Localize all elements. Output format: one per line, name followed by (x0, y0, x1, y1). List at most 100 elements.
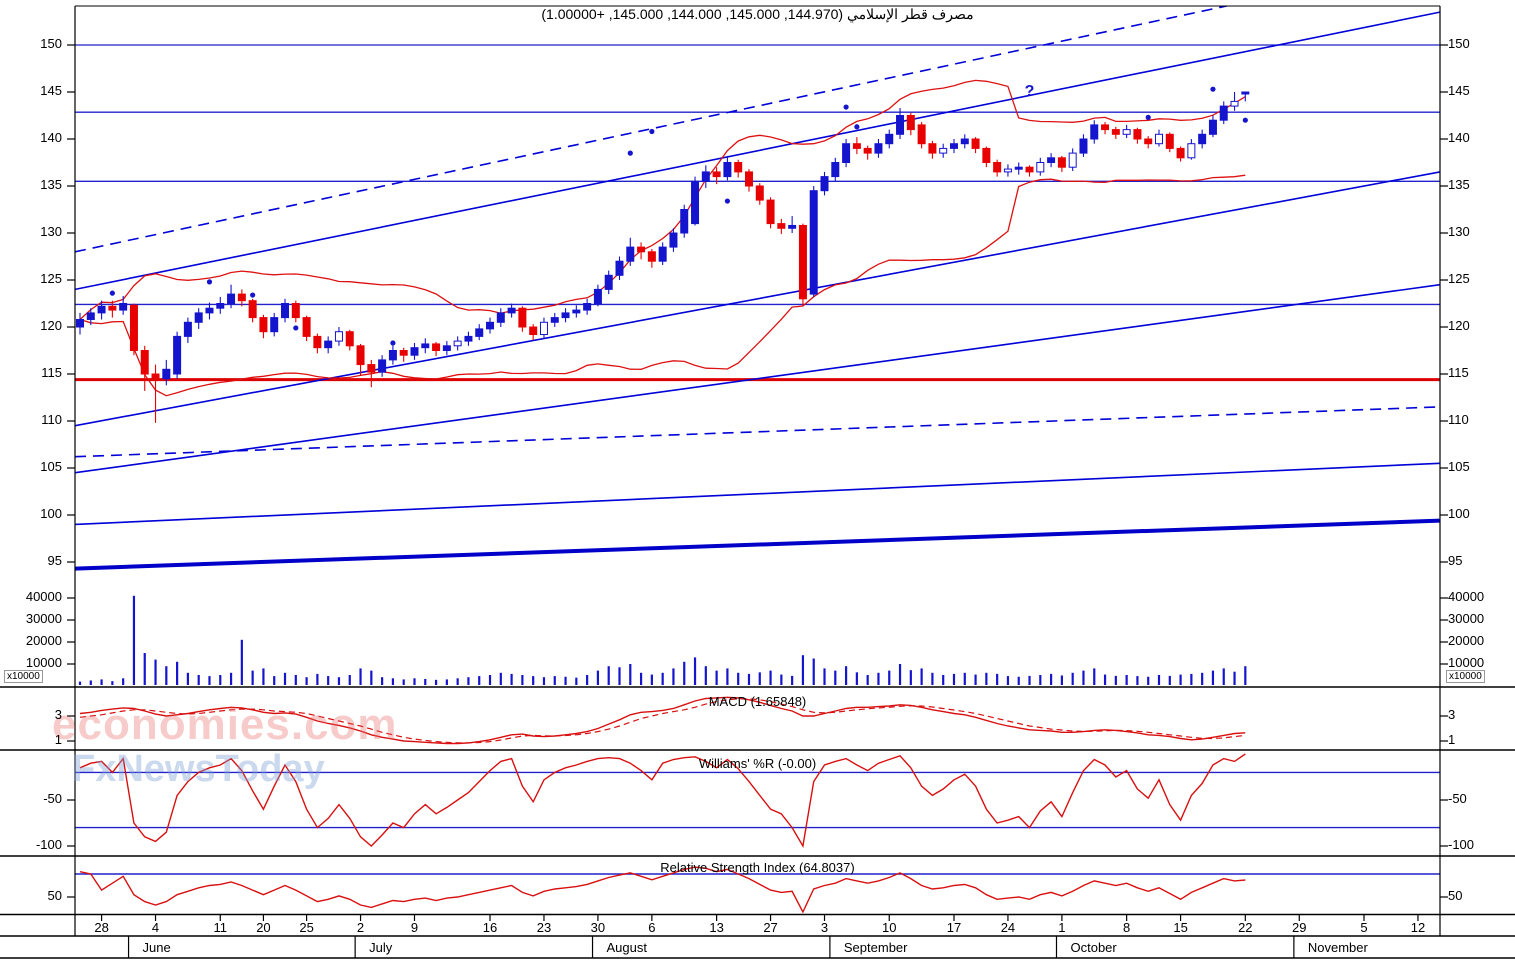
candle-body (475, 328, 484, 337)
volume-bar (888, 670, 891, 685)
volume-bar (305, 677, 308, 685)
volume-bar (844, 666, 848, 685)
date-tick-label: 1 (1058, 920, 1066, 935)
volume-bar (758, 672, 761, 685)
volume-bar (693, 657, 697, 685)
volume-bar (186, 672, 189, 685)
volume-bar (456, 678, 459, 685)
volume-bar (1190, 673, 1193, 685)
volume-bar (370, 670, 373, 685)
volume-bar (1039, 675, 1042, 685)
candle-body (1036, 162, 1045, 173)
signal-dot (724, 198, 731, 204)
date-tick-label: 13 (709, 920, 724, 935)
volume-bar (89, 680, 92, 685)
volume-bar (898, 664, 902, 685)
signal-dot (627, 150, 633, 156)
candle-body (572, 309, 581, 314)
candle-body (744, 171, 753, 187)
candle-body (1219, 105, 1228, 121)
volume-bar (499, 672, 502, 685)
macd-panel (79, 696, 1246, 745)
volume-bar (801, 655, 805, 685)
date-tick-label: 3 (820, 920, 829, 935)
volume-bar (1147, 676, 1150, 685)
price-axis-label: 145 (40, 83, 62, 98)
candle-body (237, 293, 246, 302)
date-tick-label: 6 (648, 920, 656, 935)
date-tick-label: 12 (1410, 920, 1426, 935)
volume-bar (1125, 675, 1128, 685)
price-axis-label: 105 (40, 459, 62, 474)
date-tick-label: 23 (536, 920, 552, 935)
candle-body (1111, 129, 1120, 135)
date-tick-label: 17 (946, 920, 962, 935)
volume-axis-label: 20000 (25, 633, 62, 648)
date-tick-label: 27 (763, 920, 778, 935)
candle-body (766, 199, 775, 225)
candle-body (129, 304, 138, 352)
chart-title: مصرف قطر الإسلامي (144.970, 145.000, 144… (541, 6, 974, 22)
volume-bar (424, 678, 427, 685)
volume-bar (78, 681, 82, 685)
volume-bar (1114, 675, 1117, 685)
candle-body (356, 345, 365, 366)
candle-body (1144, 138, 1153, 145)
price-axis-label: 145 (1448, 83, 1470, 98)
candle-body (949, 143, 958, 149)
volume-axis-label: 30000 (1448, 611, 1485, 626)
volume-axis-label: 30000 (25, 611, 62, 626)
candle-body (723, 162, 732, 178)
candle-body (647, 251, 656, 262)
rsi-panel-title: Relative Strength Index (64.8037) (660, 860, 855, 875)
candle-body (669, 232, 678, 248)
macd-signal-line (79, 698, 1246, 744)
candle-body (281, 303, 290, 319)
price-axis-label: 125 (1448, 271, 1470, 286)
volume-bar (942, 675, 945, 685)
candle-body (777, 223, 786, 229)
volume-bar (769, 670, 772, 685)
candle-body (842, 143, 851, 163)
candle-body (324, 340, 333, 349)
volume-bar (952, 673, 956, 685)
candle-body (1187, 143, 1196, 159)
candle-body (270, 317, 279, 333)
volume-bar (197, 675, 200, 685)
price-axis-label: 100 (1448, 506, 1470, 521)
volume-axis-label: 10000 (1448, 655, 1485, 670)
volume-bar (909, 670, 912, 685)
price-axis-label: 130 (40, 224, 62, 239)
price-axis-label: 95 (47, 553, 62, 568)
month-label: November (1307, 940, 1368, 955)
candle-body (248, 300, 257, 319)
candle-body (507, 307, 516, 314)
candle-body (593, 288, 602, 304)
price-axis-label: 120 (40, 318, 62, 333)
signal-dot (109, 290, 115, 296)
price-axis-label: 150 (1448, 36, 1470, 51)
candle-body (874, 143, 883, 154)
candle-body (486, 321, 495, 330)
macd-panel-title: MACD (1.65848) (708, 694, 807, 709)
volume-bar (240, 639, 243, 685)
price-axis-label: 150 (40, 36, 62, 51)
price-axis-label: 110 (41, 412, 62, 427)
date-tick-label: 11 (213, 920, 228, 935)
date-tick-label: 9 (410, 920, 419, 935)
volume-bar (154, 659, 157, 685)
candle-body (76, 318, 84, 328)
date-tick-label: 15 (1173, 920, 1188, 935)
volume-bar (1201, 672, 1204, 685)
volume-bar (283, 672, 287, 685)
volume-bar (791, 675, 794, 685)
volume-bar (823, 668, 826, 685)
rsi-axis-label: 50 (1448, 888, 1463, 903)
date-tick-label: 29 (1292, 920, 1307, 935)
price-axis-label: 115 (41, 365, 62, 380)
signal-dot (843, 104, 849, 110)
candle-body (701, 171, 710, 182)
price-axis-label: 135 (1448, 177, 1470, 192)
volume-bar (337, 677, 341, 685)
question-annotation: ? (1025, 83, 1035, 100)
